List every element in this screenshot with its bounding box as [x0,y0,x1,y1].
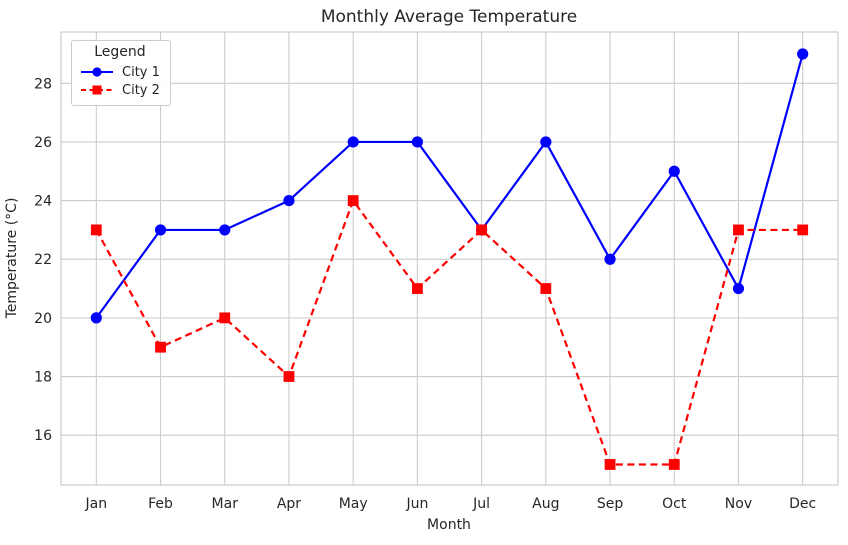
series-line-city-1 [95,53,804,319]
marker-city-2-oct [668,459,680,470]
marker-city-2-dec [797,224,809,236]
legend-title: Legend [94,44,146,60]
marker-city-1-jun [411,136,423,148]
legend: Legend City 1 City 2 [71,40,171,106]
marker-city-2-jan [90,224,102,236]
x-axis-label: Month [427,517,471,533]
marker-city-1-mar [219,224,231,236]
marker-city-1-feb [154,224,167,236]
marker-city-2-nov [733,224,744,236]
marker-city-2-mar [219,312,231,324]
x-tick-sep: Sep [597,496,624,512]
legend-label-city-1: City 1 [122,64,160,80]
marker-city-2-jul [476,224,488,236]
series-layer [90,48,809,470]
marker-city-2-aug [540,283,552,294]
y-tick-28: 28 [34,76,52,92]
legend-sample-city-2 [81,85,113,95]
chart-title: Monthly Average Temperature [321,7,577,27]
series-city-2 [90,195,809,470]
legend-entry-city-1: City 1 [80,63,160,81]
marker-city-1-apr [283,194,295,207]
marker-city-1-nov [732,282,745,295]
marker-city-1-dec [797,48,809,60]
x-tick-nov: Nov [725,496,752,512]
x-tick-dec: Dec [789,496,816,512]
y-tick-24: 24 [34,194,52,210]
x-tick-feb: Feb [148,496,173,512]
legend-sample-city-1 [81,67,113,77]
y-tick-20: 20 [34,311,52,327]
series-line-city-2 [95,199,803,466]
marker-city-1-may [347,136,359,148]
y-tick-22: 22 [34,252,52,268]
y-tick-26: 26 [34,135,52,151]
y-tick-18: 18 [34,370,52,386]
x-tick-jun: Jun [405,496,428,512]
marker-city-2-may [347,195,359,206]
x-tick-mar: Mar [212,496,239,512]
legend-marker-city-1 [92,67,102,77]
marker-city-1-jan [90,312,102,324]
marker-city-2-sep [604,459,616,470]
legend-label-city-2: City 2 [122,82,160,98]
series-city-1 [90,48,809,324]
marker-city-2-apr [283,371,295,382]
gridlines [61,32,838,485]
marker-city-1-sep [604,253,616,265]
marker-city-1-oct [668,165,680,177]
x-tick-apr: Apr [277,496,301,512]
marker-city-2-feb [155,341,166,353]
legend-entries: City 1 City 2 [80,63,160,99]
y-axis-label: Temperature (°C) [4,198,20,320]
plot-border [60,31,839,486]
x-tick-may: May [339,496,368,512]
y-tick-16: 16 [34,428,52,444]
marker-city-2-jun [411,283,423,294]
x-tick-aug: Aug [532,496,559,512]
marker-city-1-aug [540,136,552,148]
x-tick-jan: Jan [85,496,108,512]
x-tick-jul: Jul [472,496,490,512]
legend-entry-city-2: City 2 [80,81,160,99]
x-tick-oct: Oct [662,496,687,512]
legend-marker-city-2 [92,85,102,95]
tick-labels: 16 18 20 22 24 26 28 Jan Feb Mar Apr May Jun Jul Aug Se… [34,76,816,512]
